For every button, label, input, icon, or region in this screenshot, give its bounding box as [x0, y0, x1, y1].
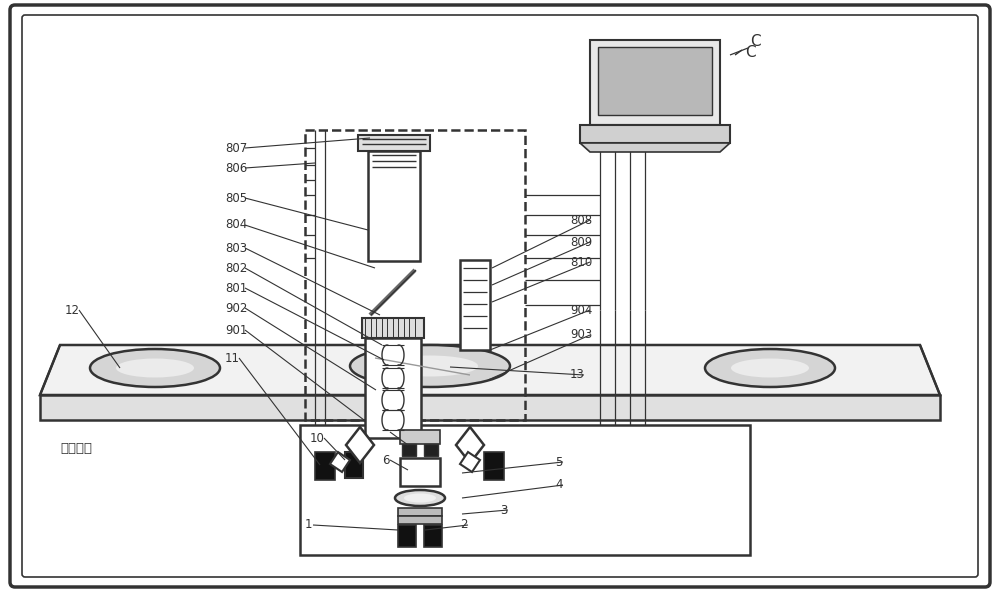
Bar: [460, 260, 490, 350]
Bar: [360, 268, 420, 318]
Text: 904: 904: [570, 304, 592, 317]
Polygon shape: [40, 395, 940, 420]
Ellipse shape: [705, 349, 835, 387]
Polygon shape: [346, 427, 374, 463]
Text: 801: 801: [225, 282, 247, 294]
Polygon shape: [460, 452, 480, 472]
Text: 902: 902: [225, 301, 247, 314]
Text: C: C: [750, 34, 761, 50]
Ellipse shape: [382, 356, 478, 377]
Text: 12: 12: [65, 304, 80, 317]
Text: 903: 903: [570, 329, 592, 342]
Bar: [398, 525, 416, 547]
Bar: [365, 338, 421, 438]
Ellipse shape: [350, 345, 510, 387]
Bar: [424, 525, 442, 547]
Bar: [305, 130, 525, 420]
Text: 3: 3: [500, 504, 507, 516]
Text: 5: 5: [555, 455, 562, 468]
Text: 805: 805: [225, 191, 247, 204]
Text: 11: 11: [225, 352, 240, 365]
Bar: [398, 508, 442, 516]
Text: 1: 1: [305, 519, 312, 532]
Ellipse shape: [731, 359, 809, 378]
Bar: [400, 430, 440, 444]
Text: 808: 808: [570, 214, 592, 227]
Bar: [362, 318, 424, 338]
Text: 7: 7: [382, 426, 390, 439]
Bar: [315, 452, 335, 480]
Bar: [484, 452, 504, 480]
Bar: [580, 125, 730, 143]
Polygon shape: [456, 427, 484, 463]
Text: 803: 803: [225, 242, 247, 255]
Ellipse shape: [90, 349, 220, 387]
Bar: [398, 516, 442, 524]
Text: 901: 901: [225, 323, 247, 336]
Bar: [424, 444, 438, 456]
Bar: [598, 47, 712, 115]
Text: 802: 802: [225, 262, 247, 275]
Text: C: C: [745, 45, 756, 60]
Text: 806: 806: [225, 162, 247, 175]
Bar: [345, 452, 363, 478]
Text: 804: 804: [225, 218, 247, 231]
Polygon shape: [580, 143, 730, 152]
Bar: [400, 458, 440, 486]
Bar: [590, 40, 720, 125]
Text: 13: 13: [570, 368, 585, 381]
Text: 807: 807: [225, 141, 247, 155]
FancyBboxPatch shape: [10, 5, 990, 587]
Bar: [358, 135, 430, 151]
Text: 4: 4: [555, 478, 562, 491]
Text: 810: 810: [570, 256, 592, 269]
Bar: [402, 444, 416, 456]
Polygon shape: [330, 452, 350, 472]
Text: 待测区域: 待测区域: [60, 442, 92, 455]
Polygon shape: [40, 345, 940, 395]
Bar: [300, 425, 750, 555]
Text: 809: 809: [570, 236, 592, 249]
Text: 6: 6: [382, 453, 390, 466]
Ellipse shape: [395, 490, 445, 506]
Text: 2: 2: [460, 519, 468, 532]
Bar: [368, 151, 420, 261]
Text: 10: 10: [310, 432, 325, 445]
Ellipse shape: [116, 359, 194, 378]
Ellipse shape: [404, 494, 436, 503]
